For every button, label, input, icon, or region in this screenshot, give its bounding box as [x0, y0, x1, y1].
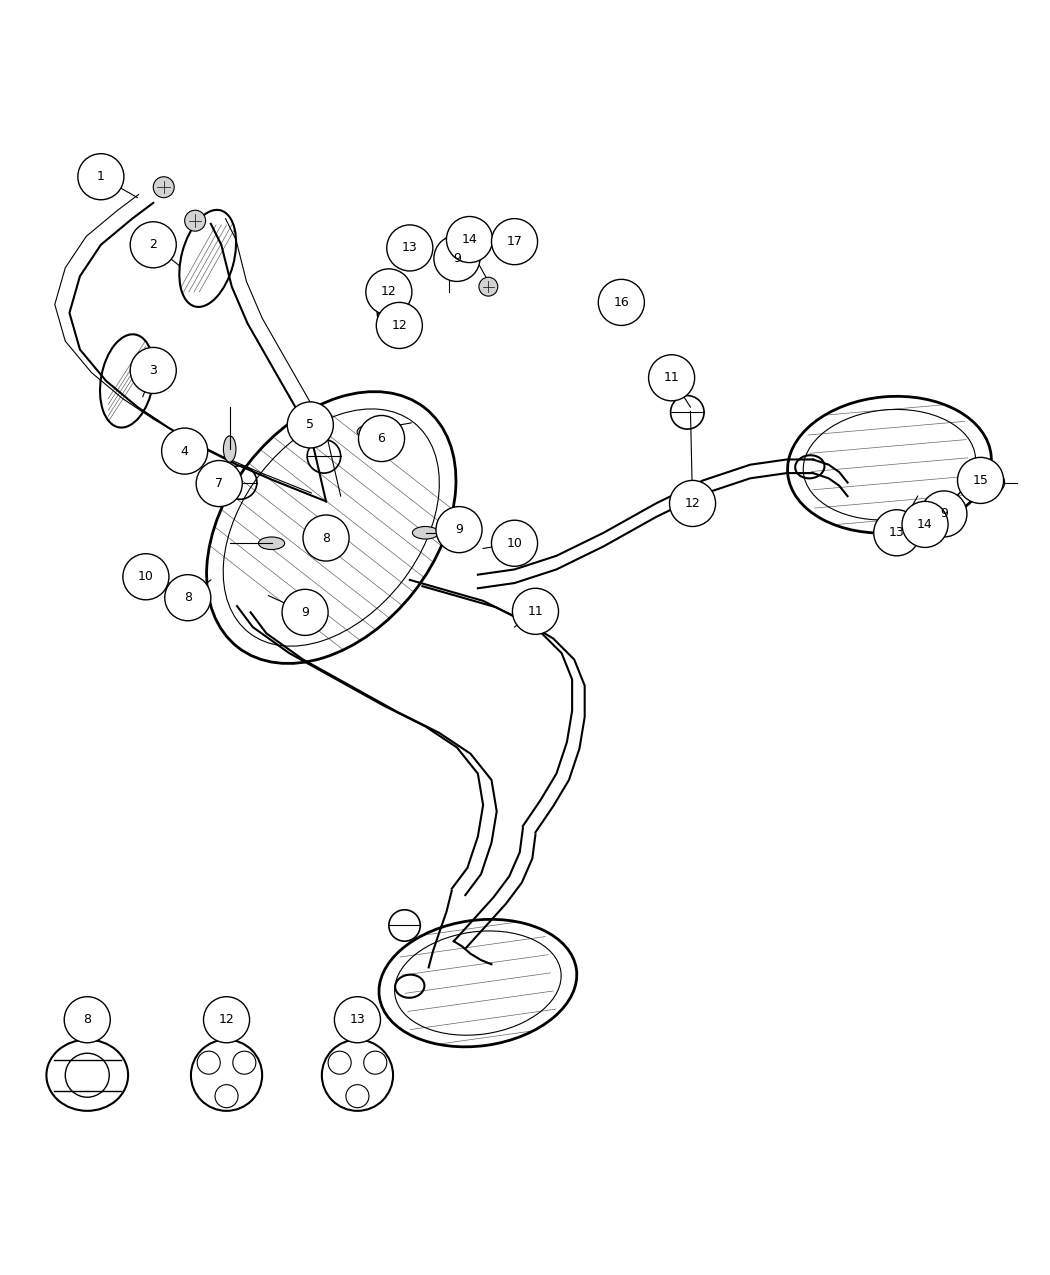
Text: 16: 16: [613, 296, 629, 309]
Circle shape: [434, 236, 480, 282]
Circle shape: [902, 501, 948, 547]
Circle shape: [874, 510, 920, 556]
Text: 9: 9: [455, 523, 463, 536]
Circle shape: [303, 515, 349, 561]
Circle shape: [64, 997, 110, 1043]
Text: 17: 17: [506, 235, 523, 249]
Circle shape: [130, 222, 176, 268]
Text: 11: 11: [664, 371, 679, 384]
Circle shape: [649, 354, 695, 400]
Circle shape: [196, 460, 243, 506]
Circle shape: [376, 302, 422, 348]
Text: 1: 1: [97, 171, 105, 184]
Circle shape: [123, 553, 169, 599]
Circle shape: [984, 472, 1005, 493]
Circle shape: [282, 589, 328, 635]
Text: 9: 9: [453, 252, 461, 265]
Circle shape: [345, 1085, 369, 1108]
Text: 5: 5: [307, 418, 314, 431]
Text: 8: 8: [83, 1014, 91, 1026]
Text: 13: 13: [889, 527, 905, 539]
Circle shape: [386, 224, 433, 272]
Ellipse shape: [258, 537, 285, 550]
Text: 8: 8: [184, 592, 192, 604]
Circle shape: [512, 588, 559, 635]
Circle shape: [204, 997, 250, 1043]
Circle shape: [197, 1051, 220, 1075]
Text: 9: 9: [940, 507, 948, 520]
Text: 10: 10: [506, 537, 523, 550]
Text: 12: 12: [392, 319, 407, 332]
Circle shape: [233, 1051, 256, 1075]
Circle shape: [328, 1051, 351, 1075]
Text: 15: 15: [972, 474, 988, 487]
Text: 4: 4: [181, 445, 189, 458]
Ellipse shape: [413, 527, 439, 539]
Circle shape: [334, 997, 380, 1043]
Text: 13: 13: [402, 241, 418, 255]
Text: 10: 10: [138, 570, 154, 583]
Circle shape: [363, 1051, 386, 1075]
Ellipse shape: [442, 237, 455, 263]
Circle shape: [165, 575, 211, 621]
Circle shape: [491, 520, 538, 566]
Circle shape: [215, 1085, 238, 1108]
Circle shape: [185, 210, 206, 231]
Text: 7: 7: [215, 477, 224, 490]
Circle shape: [598, 279, 645, 325]
Circle shape: [958, 458, 1004, 504]
Text: 3: 3: [149, 363, 158, 377]
Circle shape: [365, 269, 412, 315]
Circle shape: [460, 240, 481, 260]
Circle shape: [288, 402, 333, 448]
Text: 11: 11: [527, 604, 543, 618]
Circle shape: [491, 218, 538, 265]
Text: 2: 2: [149, 238, 158, 251]
Ellipse shape: [357, 423, 383, 437]
Ellipse shape: [224, 436, 236, 462]
Circle shape: [670, 481, 716, 527]
Circle shape: [446, 217, 492, 263]
Circle shape: [479, 277, 498, 296]
Circle shape: [921, 491, 967, 537]
Text: 14: 14: [917, 518, 932, 530]
Circle shape: [78, 154, 124, 200]
Text: 9: 9: [301, 606, 309, 618]
Text: 12: 12: [381, 286, 397, 298]
Text: 6: 6: [378, 432, 385, 445]
Circle shape: [130, 347, 176, 394]
Circle shape: [358, 416, 404, 462]
Text: 12: 12: [218, 1014, 234, 1026]
Circle shape: [436, 506, 482, 552]
Circle shape: [153, 177, 174, 198]
Text: 13: 13: [350, 1014, 365, 1026]
Circle shape: [162, 428, 208, 474]
Text: 8: 8: [322, 532, 330, 544]
Ellipse shape: [962, 477, 988, 488]
Text: 14: 14: [462, 233, 478, 246]
Text: 12: 12: [685, 497, 700, 510]
